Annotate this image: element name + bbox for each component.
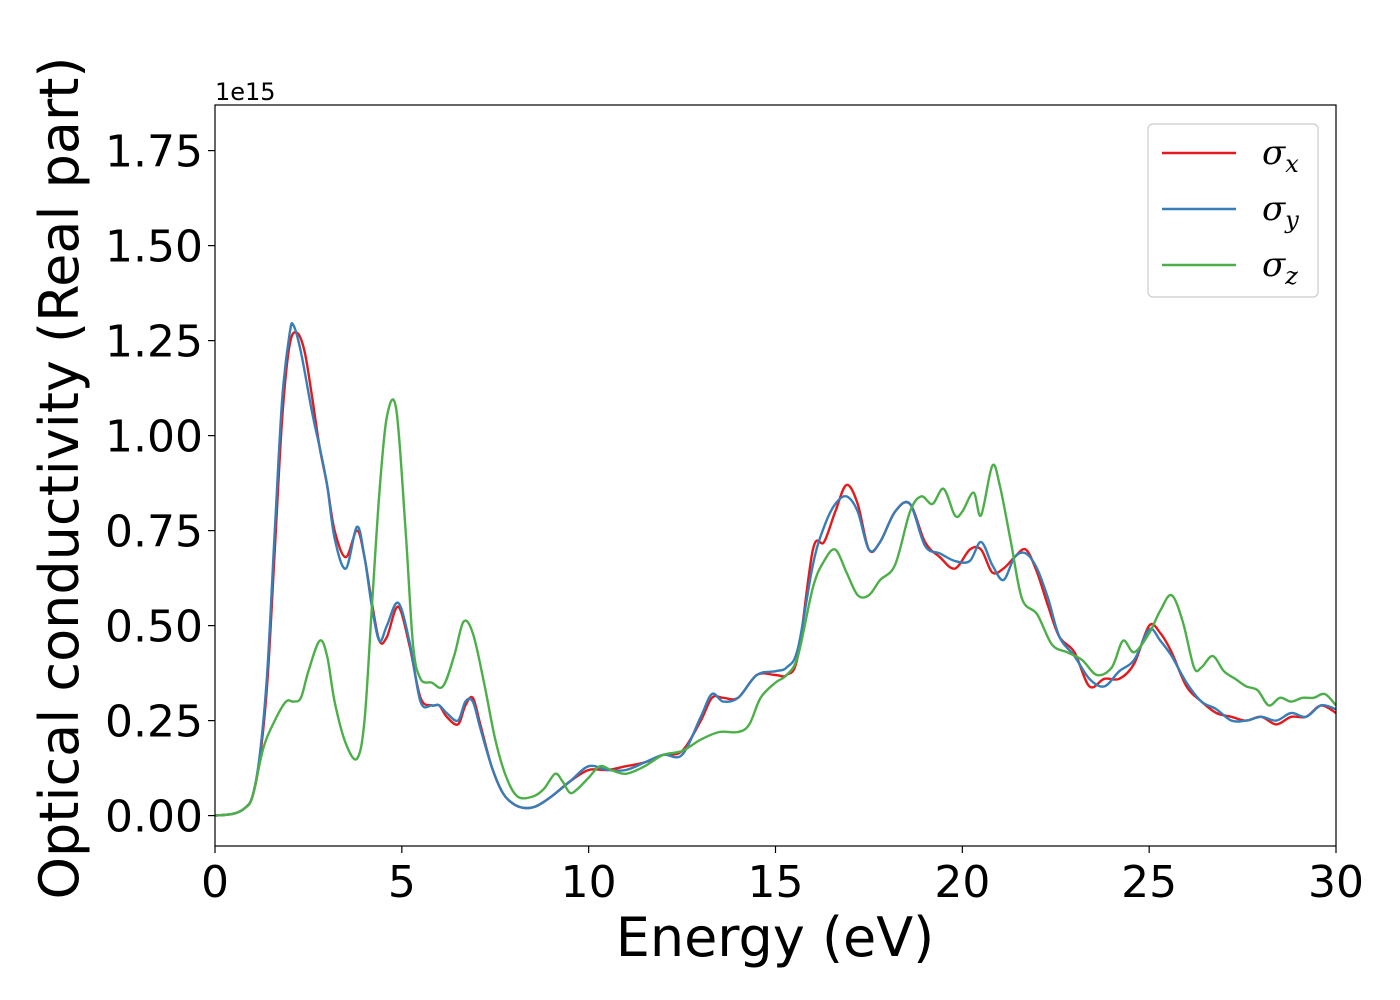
y-tick-label: 1.00 — [105, 412, 203, 463]
x-tick-label: 0 — [201, 857, 229, 908]
y-tick-label: 0.75 — [105, 507, 203, 558]
y-tick-label: 1.75 — [105, 127, 203, 178]
legend-label-x: σx — [1262, 133, 1299, 178]
y-axis-label: Optical conductivity (Real part) — [28, 57, 91, 900]
series-line-y — [215, 322, 1336, 817]
legend-label-y: σy — [1262, 189, 1299, 234]
legend-label-z: σz — [1262, 245, 1298, 290]
series-line-x — [215, 331, 1336, 817]
y-tick-label: 0.00 — [105, 792, 203, 843]
y-tick-label: 0.50 — [105, 602, 203, 653]
y-axis-ticks: 0.00 0.25 0.50 0.75 1.00 1.25 1.50 1.75 — [105, 127, 215, 843]
y-tick-label: 1.50 — [105, 222, 203, 273]
y-offset-text: 1e15 — [215, 78, 276, 106]
x-tick-label: 5 — [388, 857, 416, 908]
x-tick-label: 25 — [1121, 857, 1177, 908]
x-tick-label: 30 — [1308, 857, 1364, 908]
y-tick-label: 0.25 — [105, 697, 203, 748]
x-axis-label: Energy (eV) — [616, 906, 935, 969]
legend-box — [1147, 123, 1319, 298]
x-tick-label: 20 — [934, 857, 990, 908]
y-tick-label: 1.25 — [105, 317, 203, 368]
legend: σx σy σz — [1147, 123, 1319, 298]
series-layer — [215, 322, 1336, 817]
x-tick-label: 15 — [748, 857, 804, 908]
series-line-z — [215, 398, 1336, 817]
x-axis-ticks: 0 5 10 15 20 25 30 — [201, 846, 1364, 908]
x-tick-label: 10 — [561, 857, 617, 908]
